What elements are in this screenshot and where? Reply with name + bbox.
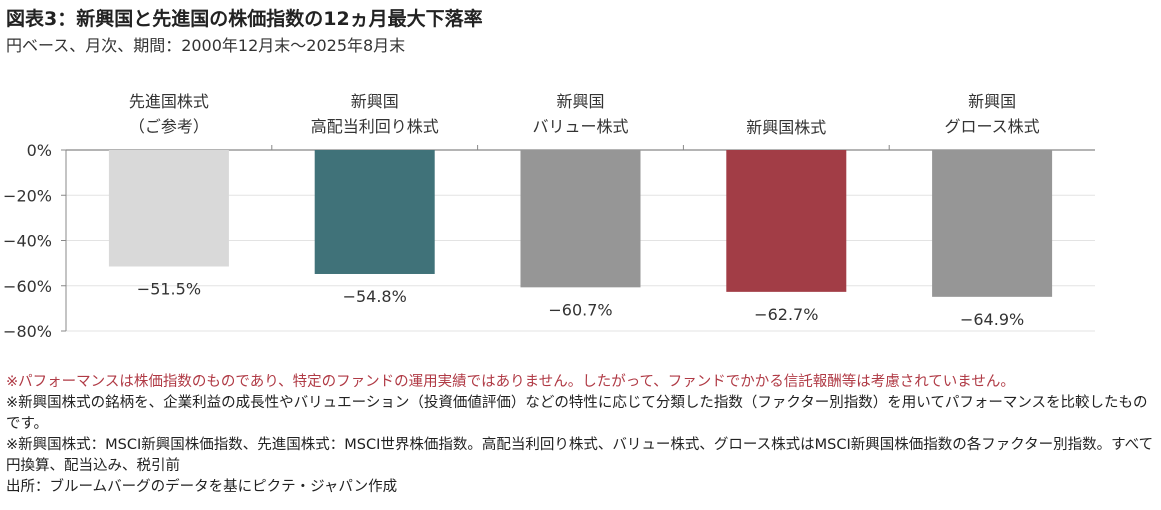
factor-index-note: ※新興国株式の銘柄を、企業利益の成長性やバリュエーション（投資価値評価）などの特… [6, 395, 1148, 432]
y-axis-tick-labels: 0% −20% −40% −60% −80% [3, 141, 52, 341]
category-label: 新興国 [968, 92, 1016, 111]
category-label: 新興国 [351, 92, 399, 111]
y-tick-label: −60% [3, 277, 52, 296]
bar [314, 150, 435, 274]
bar-value-label: −60.7% [548, 300, 612, 319]
footnotes: ※パフォーマンスは株価指数のものであり、特定のファンドの運用実績ではありません。… [6, 372, 1156, 498]
y-tick-label: −80% [3, 322, 52, 341]
bar [932, 150, 1053, 297]
bar-value-label: −54.8% [343, 287, 407, 306]
index-definition-note: ※新興国株式：MSCI新興国株価指数、先進国株式：MSCI世界株価指数。高配当利… [6, 437, 1154, 474]
category-label: 新興国 [556, 92, 604, 111]
bar [726, 150, 847, 292]
y-tick-label: −20% [3, 186, 52, 205]
performance-disclaimer: ※パフォーマンスは株価指数のものであり、特定のファンドの運用実績ではありません。… [6, 374, 1015, 390]
bar-value-label: −51.5% [137, 280, 201, 299]
category-label: 新興国株式 [746, 118, 826, 137]
y-tick-label: 0% [27, 141, 52, 160]
category-label: 高配当利回り株式 [311, 117, 439, 136]
bar-value-label: −62.7% [754, 305, 818, 324]
source-note: 出所：ブルームバーグのデータを基にピクテ・ジャパン作成 [6, 479, 398, 495]
chart-subtitle: 円ベース、月次、期間：2000年12月末～2025年8月末 [6, 36, 406, 55]
y-tick-label: −40% [3, 232, 52, 251]
category-label: 先進国株式 [129, 92, 209, 111]
bar-value-label: −64.9% [960, 310, 1024, 329]
bar [108, 150, 229, 267]
value-labels: −51.5% −54.8% −60.7% −62.7% −64.9% [137, 280, 1024, 329]
chart-title: 図表3：新興国と先進国の株価指数の12ヵ月最大下落率 [6, 8, 483, 30]
category-label: バリュー株式 [532, 117, 628, 136]
category-label: グロース株式 [944, 117, 1039, 136]
bars [108, 150, 1053, 297]
category-label: （ご参考） [129, 117, 209, 136]
bar [520, 150, 641, 288]
